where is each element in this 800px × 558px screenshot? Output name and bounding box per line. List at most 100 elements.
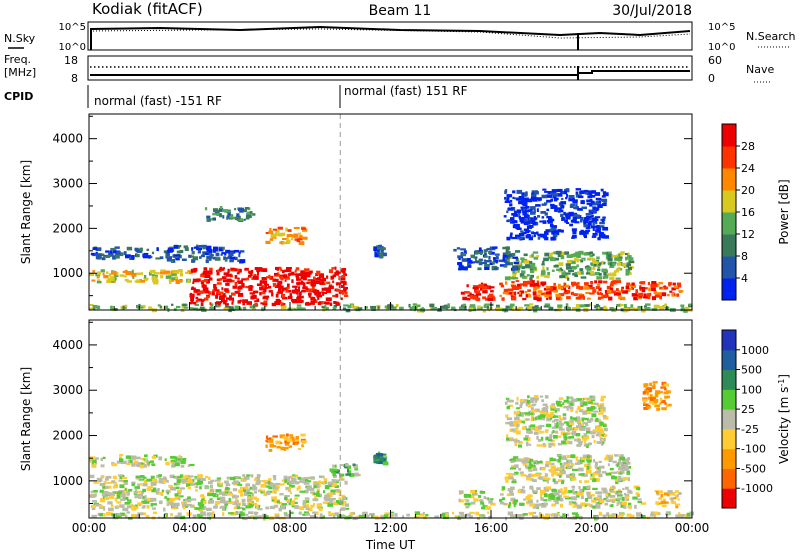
- data-cell: [528, 443, 532, 446]
- data-cell: [529, 463, 533, 468]
- data-cell: [626, 263, 632, 267]
- data-cell: [564, 463, 570, 466]
- data-cell: [681, 304, 685, 309]
- data-cell: [187, 279, 190, 284]
- data-cell: [297, 448, 302, 450]
- data-cell: [596, 207, 600, 210]
- data-cell: [106, 512, 111, 516]
- data-cell: [482, 296, 486, 300]
- data-cell: [240, 512, 245, 517]
- data-cell: [353, 464, 357, 468]
- data-cell: [483, 249, 487, 253]
- data-cell: [289, 480, 295, 485]
- data-cell: [219, 296, 225, 300]
- data-cell: [576, 254, 581, 258]
- data-cell: [451, 511, 455, 515]
- data-cell: [678, 512, 681, 515]
- data-cell: [585, 215, 592, 219]
- data-cell: [186, 483, 191, 488]
- data-cell: [525, 230, 529, 234]
- data-cell: [479, 514, 483, 517]
- data-cell: [583, 224, 588, 228]
- data-cell: [566, 274, 569, 279]
- data-cell: [301, 227, 307, 230]
- data-cell: [278, 285, 282, 288]
- data-cell: [676, 293, 680, 297]
- data-cell: [529, 500, 534, 504]
- data-cell: [476, 297, 480, 302]
- data-cell: [318, 507, 323, 511]
- data-cell: [563, 438, 567, 443]
- data-cell: [262, 268, 268, 272]
- data-cell: [254, 511, 259, 515]
- data-cell: [599, 422, 604, 426]
- data-cell: [552, 415, 559, 418]
- data-cell: [529, 283, 536, 287]
- data-cell: [637, 500, 643, 504]
- data-cell: [526, 428, 532, 431]
- data-cell: [329, 302, 333, 306]
- data-cell: [612, 460, 617, 464]
- data-cell: [294, 443, 298, 446]
- data-cell: [546, 199, 552, 203]
- data-cell: [376, 459, 379, 463]
- data-cell: [515, 423, 520, 427]
- data-cell: [521, 459, 528, 464]
- data-cell: [506, 255, 511, 258]
- data-cell: [155, 279, 159, 284]
- data-cell: [268, 290, 273, 293]
- data-cell: [337, 271, 341, 275]
- data-cell: [551, 473, 555, 477]
- data-cell: [289, 293, 292, 297]
- data-cell: [596, 276, 602, 280]
- data-cell: [123, 481, 128, 485]
- data-cell: [238, 489, 243, 493]
- data-cell: [562, 513, 566, 518]
- data-cell: [511, 276, 515, 279]
- data-cell: [209, 257, 212, 261]
- data-cell: [297, 299, 303, 304]
- data-cell: [598, 465, 605, 469]
- data-cell: [228, 497, 231, 502]
- data-cell: [591, 217, 598, 222]
- data-cell: [140, 457, 146, 461]
- colorbar-swatch: [722, 278, 736, 301]
- data-cell: [510, 467, 516, 470]
- data-cell: [260, 484, 267, 488]
- data-cell: [674, 490, 679, 493]
- data-cell: [539, 430, 542, 434]
- data-cell: [578, 423, 582, 428]
- data-cell: [246, 492, 253, 495]
- data-cell: [263, 283, 269, 286]
- data-cell: [320, 513, 323, 518]
- data-cell: [234, 282, 238, 286]
- data-cell: [581, 503, 585, 507]
- data-cell: [589, 199, 593, 202]
- data-cell: [595, 307, 598, 310]
- data-cell: [343, 288, 348, 291]
- data-cell: [323, 292, 328, 295]
- data-cell: [580, 458, 585, 463]
- data-cell: [249, 305, 254, 309]
- data-cell: [287, 283, 290, 288]
- data-cell: [242, 474, 246, 477]
- data-cell: [513, 499, 519, 503]
- data-cell: [246, 211, 253, 215]
- data-cell: [142, 464, 147, 468]
- data-cell: [506, 405, 511, 410]
- data-cell: [259, 515, 262, 519]
- data-cell: [152, 279, 158, 283]
- data-cell: [524, 412, 531, 415]
- data-cell: [319, 503, 322, 507]
- data-cell: [602, 275, 606, 280]
- data-cell: [242, 303, 246, 306]
- data-cell: [174, 254, 180, 257]
- data-cell: [545, 229, 549, 232]
- data-cell: [467, 264, 472, 268]
- data-cell: [589, 195, 596, 198]
- data-cell: [200, 511, 206, 516]
- data-cell: [185, 498, 190, 502]
- data-cell: [509, 424, 516, 427]
- data-cell: [592, 266, 596, 271]
- data-cell: [585, 427, 591, 432]
